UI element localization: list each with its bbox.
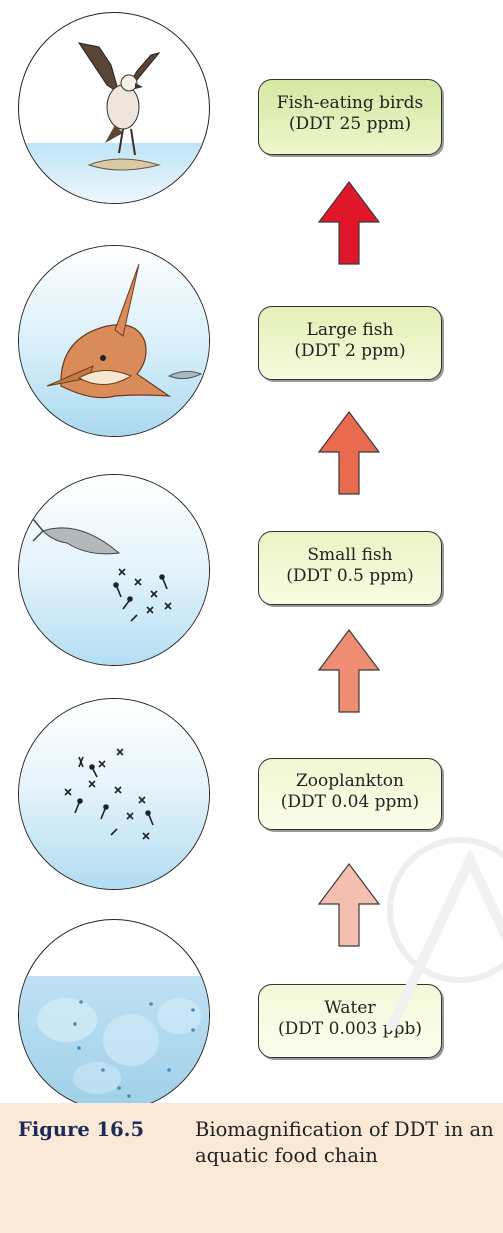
level-title: Small fish [307, 545, 393, 565]
level-ddt: (DDT 25 ppm) [288, 114, 412, 134]
arrow-zooplankton-to-small-fish [317, 629, 381, 713]
level-box-small-fish: Small fish (DDT 0.5 ppm) [258, 531, 442, 605]
bird-circle [18, 12, 210, 204]
large-fish-circle [18, 245, 210, 437]
water-circle [18, 919, 210, 1111]
level-title: Fish-eating birds [276, 93, 424, 113]
shark-illustration [19, 246, 209, 436]
water-illustration [19, 976, 209, 1110]
figure-label: Figure 16.5 [18, 1118, 145, 1141]
small-fish-circle [18, 474, 210, 666]
level-ddt: (DDT 2 ppm) [294, 341, 406, 361]
osprey-fish-illustration [19, 42, 209, 203]
level-title: Water [324, 998, 376, 1018]
level-title: Large fish [306, 320, 394, 340]
level-box-birds: Fish-eating birds (DDT 25 ppm) [258, 79, 442, 155]
level-ddt: (DDT 0.003 ppb) [278, 1019, 422, 1039]
small-fish-plankton-illustration [19, 475, 209, 665]
figure-caption-text: Biomagnification of DDT in an aquatic fo… [195, 1118, 494, 1167]
level-ddt: (DDT 0.5 ppm) [286, 566, 414, 586]
level-box-water: Water (DDT 0.003 ppb) [258, 984, 442, 1058]
arrow-large-fish-to-birds [317, 181, 381, 265]
zooplankton-circle [18, 698, 210, 890]
zooplankton-illustration [19, 699, 209, 889]
level-box-zooplankton: Zooplankton (DDT 0.04 ppm) [258, 758, 442, 830]
level-box-large-fish: Large fish (DDT 2 ppm) [258, 306, 442, 380]
arrow-water-to-zooplankton [317, 863, 381, 947]
arrow-small-fish-to-large-fish [317, 411, 381, 495]
figure-caption: Figure 16.5 Biomagnification of DDT in a… [0, 1103, 503, 1233]
level-title: Zooplankton [295, 771, 404, 791]
level-ddt: (DDT 0.04 ppm) [280, 792, 420, 812]
